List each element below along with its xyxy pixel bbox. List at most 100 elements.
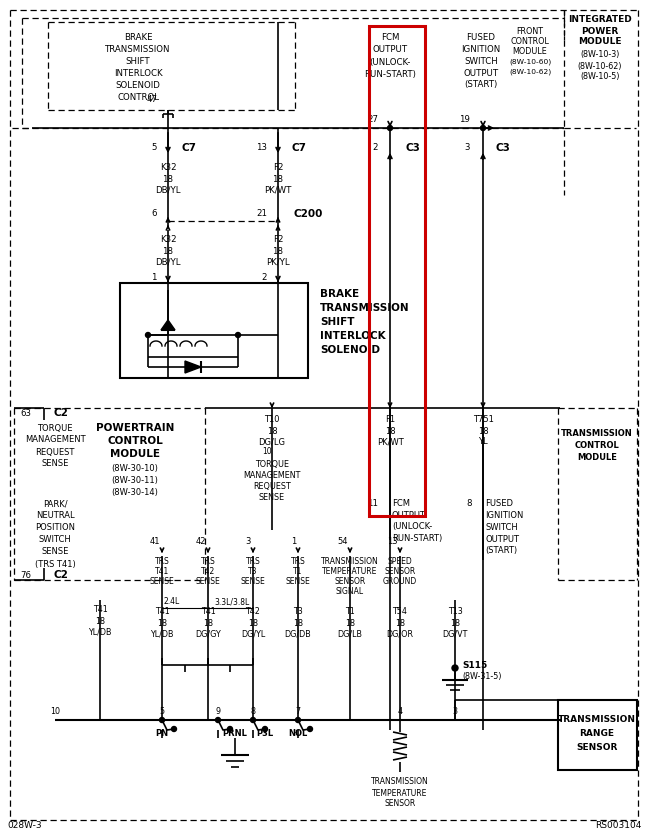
Text: PRNL: PRNL bbox=[223, 730, 247, 738]
Text: TRS: TRS bbox=[154, 558, 169, 566]
Text: SWITCH: SWITCH bbox=[39, 535, 71, 544]
Text: 5: 5 bbox=[160, 707, 165, 716]
Text: 18: 18 bbox=[162, 246, 173, 256]
Text: CONTROL: CONTROL bbox=[107, 436, 163, 446]
Text: YL/DB: YL/DB bbox=[151, 630, 174, 639]
Text: 13: 13 bbox=[256, 144, 267, 153]
Text: SENSE: SENSE bbox=[42, 459, 69, 468]
Text: POSITION: POSITION bbox=[35, 524, 75, 533]
Text: TRS: TRS bbox=[291, 558, 306, 566]
Text: NOL: NOL bbox=[288, 730, 308, 738]
Bar bbox=[558, 700, 637, 770]
Polygon shape bbox=[161, 320, 175, 330]
Text: OUTPUT: OUTPUT bbox=[485, 534, 519, 544]
Text: DG/GY: DG/GY bbox=[195, 630, 221, 639]
Text: MANAGEMENT: MANAGEMENT bbox=[243, 470, 300, 479]
Text: DG/YL: DG/YL bbox=[241, 630, 265, 639]
Text: 18: 18 bbox=[248, 619, 258, 627]
Text: RANGE: RANGE bbox=[580, 730, 615, 738]
Text: 18: 18 bbox=[203, 619, 213, 627]
Text: OUTPUT: OUTPUT bbox=[373, 45, 408, 54]
Text: F2: F2 bbox=[273, 235, 283, 245]
Text: 028W-3: 028W-3 bbox=[8, 821, 42, 829]
Text: T41: T41 bbox=[154, 608, 169, 616]
Text: T13: T13 bbox=[448, 608, 462, 616]
Text: 19: 19 bbox=[459, 115, 470, 124]
Text: T751: T751 bbox=[472, 416, 493, 424]
Text: DG/LG: DG/LG bbox=[258, 438, 286, 447]
Text: SHIFT: SHIFT bbox=[320, 317, 354, 327]
Text: (8W-30-10): (8W-30-10) bbox=[112, 463, 158, 473]
Text: (START): (START) bbox=[485, 546, 517, 555]
Text: 18: 18 bbox=[345, 619, 355, 627]
Polygon shape bbox=[185, 361, 201, 373]
Text: 21: 21 bbox=[256, 210, 267, 219]
Text: T1: T1 bbox=[345, 608, 355, 616]
Text: 3: 3 bbox=[465, 144, 470, 153]
Text: PK/WT: PK/WT bbox=[264, 185, 291, 195]
Text: 7: 7 bbox=[295, 707, 300, 716]
Text: C7: C7 bbox=[292, 143, 307, 153]
Text: C7: C7 bbox=[182, 143, 197, 153]
Text: NEUTRAL: NEUTRAL bbox=[36, 512, 75, 520]
Text: (8W-10-62): (8W-10-62) bbox=[509, 68, 551, 75]
Text: C200: C200 bbox=[293, 209, 323, 219]
Text: (8W-30-11): (8W-30-11) bbox=[112, 475, 158, 484]
Circle shape bbox=[387, 125, 393, 130]
Text: SENSOR: SENSOR bbox=[334, 578, 365, 586]
Circle shape bbox=[262, 726, 267, 731]
Circle shape bbox=[160, 717, 164, 722]
Text: 42: 42 bbox=[195, 538, 206, 546]
Circle shape bbox=[236, 332, 241, 337]
Text: 1: 1 bbox=[291, 538, 296, 546]
Text: TEMPERATURE: TEMPERATURE bbox=[323, 568, 378, 576]
Text: 18: 18 bbox=[162, 175, 173, 184]
Text: T41: T41 bbox=[201, 608, 215, 616]
Text: TEMPERATURE: TEMPERATURE bbox=[373, 788, 428, 797]
Text: 18: 18 bbox=[273, 175, 284, 184]
Text: 47: 47 bbox=[147, 95, 158, 104]
Text: P3L: P3L bbox=[256, 730, 274, 738]
Text: DG/VT: DG/VT bbox=[443, 630, 468, 639]
Text: T54: T54 bbox=[393, 608, 408, 616]
Text: 18: 18 bbox=[395, 619, 405, 627]
Text: 76: 76 bbox=[21, 570, 32, 579]
Text: T1: T1 bbox=[293, 568, 302, 576]
Text: RUN-START): RUN-START) bbox=[364, 69, 416, 78]
Text: (8W-30-14): (8W-30-14) bbox=[112, 488, 158, 497]
Text: YL: YL bbox=[478, 438, 488, 447]
Text: RS003104: RS003104 bbox=[595, 821, 641, 829]
Text: SIGNAL: SIGNAL bbox=[336, 588, 364, 596]
Text: F1: F1 bbox=[385, 416, 395, 424]
Text: TRANSMISSION: TRANSMISSION bbox=[320, 303, 410, 313]
Text: C3: C3 bbox=[496, 143, 511, 153]
Text: TRANSMISSION: TRANSMISSION bbox=[321, 558, 379, 566]
Text: REQUEST: REQUEST bbox=[35, 448, 75, 457]
Text: 2: 2 bbox=[373, 144, 378, 153]
Text: TRANSMISSION: TRANSMISSION bbox=[561, 428, 633, 438]
Text: DB/YL: DB/YL bbox=[155, 185, 181, 195]
Text: T41: T41 bbox=[155, 568, 169, 576]
Text: 8: 8 bbox=[251, 707, 256, 716]
Text: C3: C3 bbox=[405, 143, 420, 153]
Text: T3: T3 bbox=[249, 568, 258, 576]
Text: INTERLOCK: INTERLOCK bbox=[114, 69, 162, 78]
Circle shape bbox=[452, 665, 458, 671]
Text: RUN-START): RUN-START) bbox=[392, 534, 442, 544]
Circle shape bbox=[171, 726, 177, 731]
Text: 18: 18 bbox=[273, 246, 284, 256]
Circle shape bbox=[480, 125, 485, 130]
Text: 2: 2 bbox=[262, 274, 267, 282]
Text: 27: 27 bbox=[367, 115, 378, 124]
Text: 18: 18 bbox=[267, 427, 277, 436]
Text: 63: 63 bbox=[21, 408, 32, 418]
Text: 41: 41 bbox=[149, 538, 160, 546]
Text: FUSED: FUSED bbox=[467, 33, 495, 43]
Text: GROUND: GROUND bbox=[383, 578, 417, 586]
Text: 18: 18 bbox=[385, 427, 395, 436]
Text: 2.4L: 2.4L bbox=[164, 598, 180, 606]
Circle shape bbox=[251, 717, 256, 722]
Circle shape bbox=[215, 717, 221, 722]
Text: 10: 10 bbox=[50, 707, 60, 716]
Text: CONTROL: CONTROL bbox=[117, 94, 159, 103]
